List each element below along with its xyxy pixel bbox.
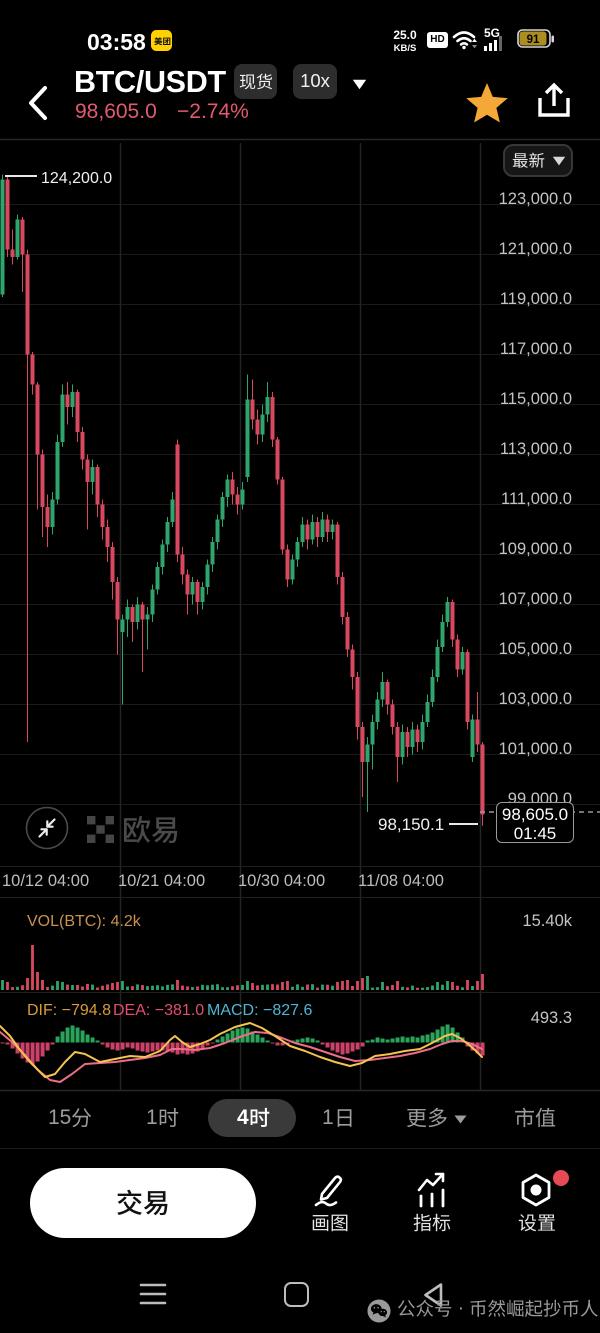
svg-text:91: 91 <box>527 34 540 46</box>
